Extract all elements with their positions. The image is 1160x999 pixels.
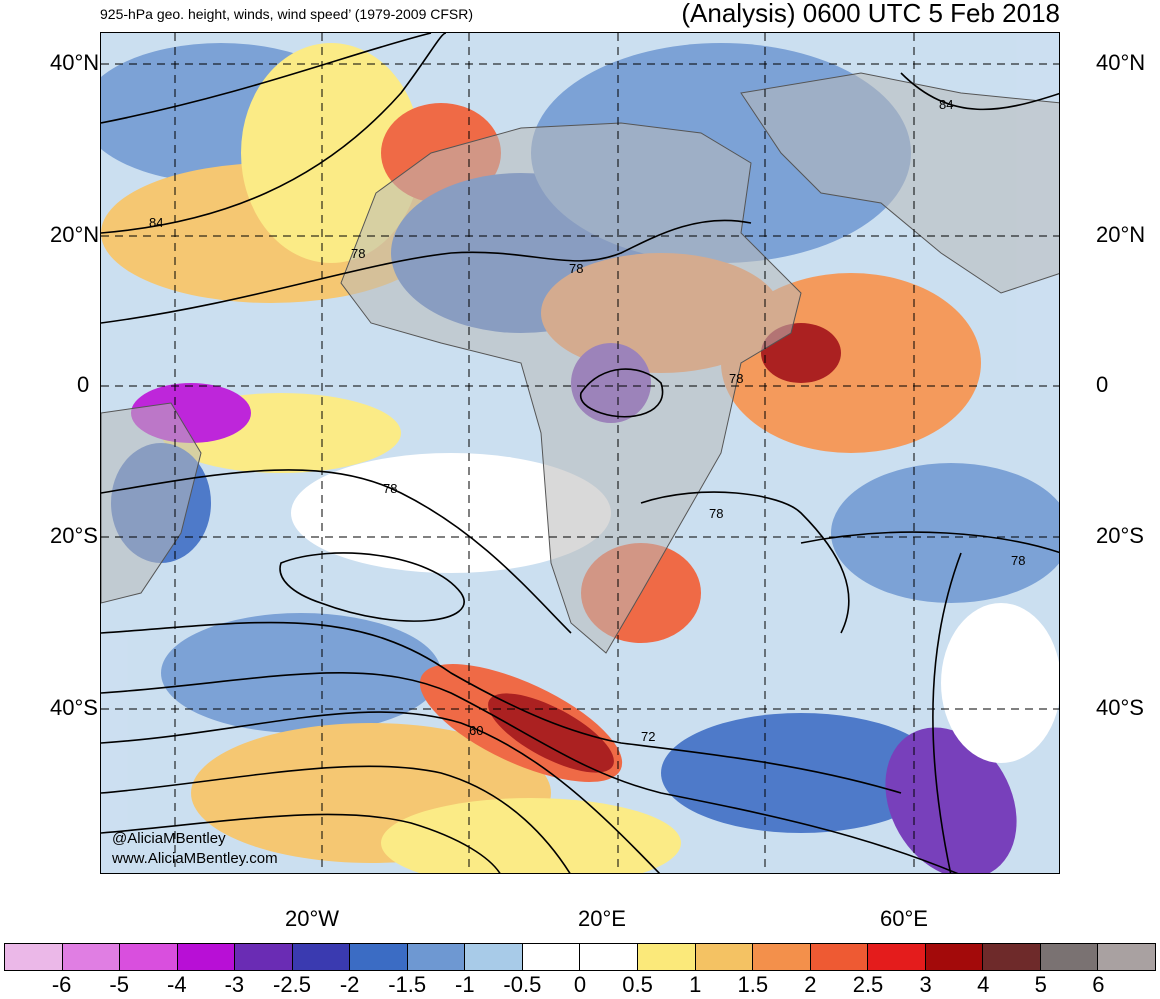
coastlines (101, 72, 1059, 654)
colorbar-label: -2.5 (273, 972, 311, 997)
credit-website: www.AliciaMBentley.com (112, 850, 278, 867)
map-field: 84 78 78 78 78 78 78 84 60 72 (101, 33, 1059, 873)
colorbar-label: 1 (689, 972, 702, 997)
lat-label-left: 0 (77, 372, 90, 397)
contour-label: 84 (939, 97, 953, 112)
colorbar-label: 2.5 (852, 972, 884, 997)
colorbar-swatch (5, 944, 63, 970)
height-contours (101, 33, 1059, 873)
colorbar-swatch (580, 944, 639, 970)
colorbar-swatch (695, 944, 754, 970)
lon-label: 20°E (578, 906, 626, 931)
colorbar-label: -1 (455, 972, 475, 997)
colorbar-label: 2 (804, 972, 817, 997)
colorbar-label: -3 (224, 972, 245, 997)
valid-time-title: (Analysis) 0600 UTC 5 Feb 2018 (681, 0, 1060, 28)
colorbar-label: 3 (919, 972, 932, 997)
colorbar-swatch (1040, 944, 1099, 970)
contour-label: 78 (351, 246, 365, 261)
colorbar-label: 5 (1034, 972, 1047, 997)
colorbar-swatch (235, 944, 293, 970)
colorbar-swatch (407, 944, 466, 970)
lat-label-right: 40°S (1096, 695, 1144, 720)
colorbar (4, 943, 1156, 971)
lat-label-right: 20°N (1096, 222, 1146, 247)
contour-label: 78 (709, 506, 723, 521)
contour-label: 78 (729, 371, 743, 386)
colorbar-swatch (638, 944, 696, 970)
colorbar-swatch (983, 944, 1041, 970)
colorbar-swatch (120, 944, 178, 970)
colorbar-swatch (1098, 944, 1155, 970)
contour-label: 78 (383, 481, 397, 496)
lat-label-left: 40°S (50, 695, 98, 720)
colorbar-swatch (810, 944, 869, 970)
colorbar-swatch (868, 944, 926, 970)
lat-label-right: 0 (1096, 372, 1109, 397)
lat-label-left: 20°S (50, 523, 98, 548)
lon-label: 20°W (285, 906, 340, 931)
colorbar-label: 1.5 (737, 972, 769, 997)
colorbar-swatch (522, 944, 581, 970)
contour-label: 78 (569, 261, 583, 276)
lat-label-left: 40°N (50, 50, 100, 75)
lon-label: 60°E (880, 906, 928, 931)
credit-handle: @AliciaMBentley (112, 830, 226, 847)
lat-label-right: 40°N (1096, 50, 1146, 75)
colorbar-label: -2 (339, 972, 360, 997)
colorbar-swatch (465, 944, 523, 970)
colorbar-label: -4 (167, 972, 187, 997)
colorbar-label: -6 (51, 972, 72, 997)
lat-label-left: 20°N (50, 222, 100, 247)
colorbar-label: -1.5 (388, 972, 427, 997)
map-panel: 84 78 78 78 78 78 78 84 60 72 (100, 32, 1060, 874)
colorbar-swatch (292, 944, 351, 970)
colorbar-label: 4 (977, 972, 990, 997)
lat-label-right: 20°S (1096, 523, 1144, 548)
contour-label: 72 (641, 729, 655, 744)
colorbar-swatch (350, 944, 408, 970)
colorbar-label: -5 (109, 972, 129, 997)
colorbar-label: -0.5 (503, 972, 542, 997)
contour-label: 84 (149, 215, 163, 230)
colorbar-swatch (62, 944, 121, 970)
colorbar-label: 0.5 (622, 972, 653, 997)
map-title: 925-hPa geo. height, winds, wind speed’ … (100, 6, 474, 22)
colorbar-swatch (925, 944, 984, 970)
colorbar-swatch (177, 944, 236, 970)
contour-label: 78 (1011, 553, 1025, 568)
colorbar-label: 0 (573, 972, 587, 997)
contour-label: 60 (469, 723, 483, 738)
contour-labels: 84 78 78 78 78 78 78 84 60 72 (149, 97, 1025, 744)
colorbar-label: 6 (1092, 972, 1105, 997)
colorbar-swatch (753, 944, 811, 970)
graticule (101, 33, 1059, 873)
